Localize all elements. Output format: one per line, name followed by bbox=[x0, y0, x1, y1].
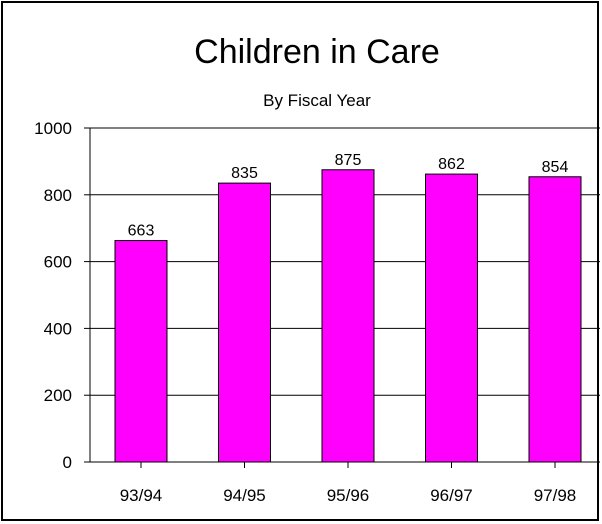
bar bbox=[114, 240, 168, 463]
data-label: 835 bbox=[231, 165, 258, 182]
x-tick-labels: 93/94 94/95 95/96 96/97 97/98 bbox=[120, 486, 577, 505]
y-tick-labels: 0 200 400 600 800 1000 bbox=[34, 119, 72, 472]
chart-subtitle: By Fiscal Year bbox=[263, 91, 371, 110]
y-tick-label: 600 bbox=[44, 253, 72, 272]
x-tick-label: 96/97 bbox=[430, 486, 473, 505]
data-labels: 663 835 875 862 854 bbox=[128, 152, 569, 240]
bar bbox=[528, 176, 582, 463]
bars bbox=[114, 169, 582, 463]
y-tick-label: 1000 bbox=[34, 119, 72, 138]
data-label: 875 bbox=[335, 152, 362, 169]
bar bbox=[425, 173, 478, 463]
x-tick-label: 97/98 bbox=[534, 486, 577, 505]
y-tick-label: 800 bbox=[44, 186, 72, 205]
y-tick-label: 200 bbox=[44, 386, 72, 405]
y-tick-label: 0 bbox=[63, 453, 72, 472]
x-tick-label: 95/96 bbox=[327, 486, 370, 505]
data-label: 862 bbox=[438, 156, 465, 173]
chart-title: Children in Care bbox=[194, 33, 440, 71]
bar bbox=[321, 169, 375, 463]
x-tick-label: 94/95 bbox=[223, 486, 266, 505]
bar bbox=[218, 182, 271, 463]
data-label: 854 bbox=[542, 159, 569, 176]
x-tick-label: 93/94 bbox=[120, 486, 163, 505]
data-label: 663 bbox=[128, 223, 155, 240]
y-tick-label: 400 bbox=[44, 319, 72, 338]
